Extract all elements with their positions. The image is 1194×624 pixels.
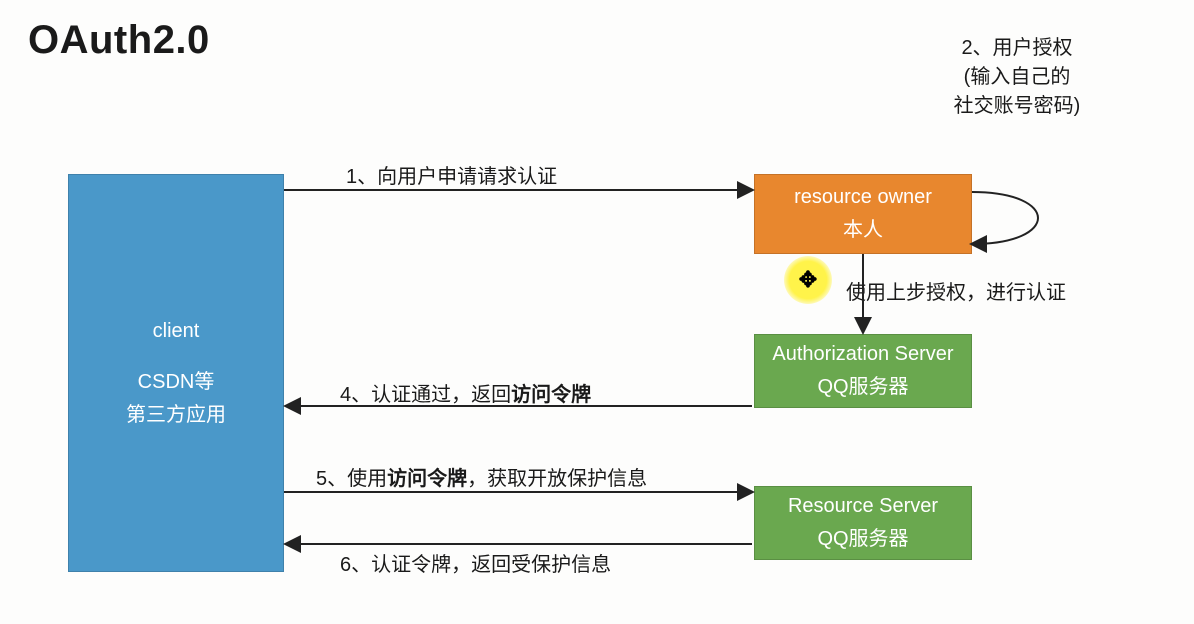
edge-5-bold: 访问令牌 bbox=[387, 468, 467, 490]
edge-2-line2: (输入自己的 bbox=[902, 63, 1132, 92]
diagram-canvas: OAuth2.0 2、用户授权 (输入自己的 社交账号密码) client CS… bbox=[0, 0, 1194, 624]
edge-5-part2: ，获取开放保护信息 bbox=[467, 468, 647, 490]
node-client: client CSDN等 第三方应用 bbox=[68, 174, 284, 572]
edge-2-note: 2、用户授权 (输入自己的 社交账号密码) bbox=[902, 34, 1132, 121]
edge-2-line3: 社交账号密码) bbox=[902, 92, 1132, 121]
edge-2-line1: 2、用户授权 bbox=[902, 34, 1132, 63]
node-as-line1: Authorization Server bbox=[772, 343, 953, 366]
edge-3-label: 使用上步授权，进行认证 bbox=[846, 276, 1066, 305]
node-ro-line2: 本人 bbox=[843, 213, 883, 242]
edge-4-label: 4、认证通过，返回访问令牌 bbox=[340, 378, 591, 407]
node-as-line2: QQ服务器 bbox=[817, 370, 908, 399]
node-client-line2a: CSDN等 bbox=[138, 365, 215, 394]
node-client-line1: client bbox=[153, 320, 200, 343]
edge-6-label: 6、认证令牌，返回受保护信息 bbox=[340, 548, 611, 577]
node-rs-line1: Resource Server bbox=[788, 495, 938, 518]
page-title: OAuth2.0 bbox=[28, 18, 210, 63]
node-client-line2b: 第三方应用 bbox=[126, 398, 226, 427]
edge-1-label: 1、向用户申请请求认证 bbox=[346, 160, 557, 189]
node-ro-line1: resource owner bbox=[794, 186, 932, 209]
edge-4-part1: 4、认证通过，返回 bbox=[340, 384, 511, 406]
edge-4-bold: 访问令牌 bbox=[511, 384, 591, 406]
move-cursor-icon: ✥ bbox=[799, 267, 817, 293]
node-resource-server: Resource Server QQ服务器 bbox=[754, 486, 972, 560]
edge-5-part1: 5、使用 bbox=[316, 468, 387, 490]
node-resource-owner: resource owner 本人 bbox=[754, 174, 972, 254]
node-rs-line2: QQ服务器 bbox=[817, 522, 908, 551]
node-auth-server: Authorization Server QQ服务器 bbox=[754, 334, 972, 408]
edge-5-label: 5、使用访问令牌，获取开放保护信息 bbox=[316, 462, 647, 491]
